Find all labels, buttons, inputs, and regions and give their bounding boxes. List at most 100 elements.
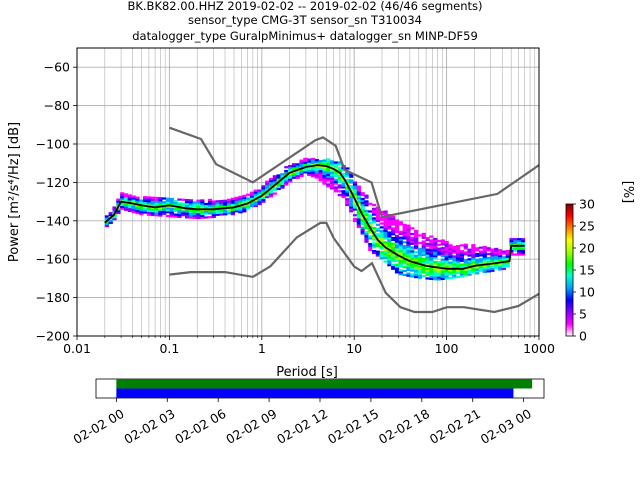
pdf-cell bbox=[482, 251, 487, 254]
pdf-cell bbox=[471, 259, 476, 262]
pdf-cell bbox=[200, 205, 205, 208]
pdf-cell bbox=[452, 257, 457, 260]
pdf-cell bbox=[352, 214, 358, 217]
pdf-cell bbox=[135, 196, 140, 199]
pdf-cell bbox=[425, 260, 430, 263]
pdf-cell bbox=[429, 239, 434, 242]
pdf-cell bbox=[272, 186, 277, 189]
pdf-cell bbox=[284, 183, 289, 186]
pdf-cell bbox=[398, 236, 403, 239]
pdf-cell bbox=[482, 259, 487, 262]
pdf-cell bbox=[162, 206, 167, 210]
pdf-cell bbox=[413, 237, 419, 240]
pdf-cell bbox=[226, 200, 232, 203]
pdf-cell bbox=[459, 259, 465, 262]
pdf-cell bbox=[368, 243, 373, 246]
pdf-cell bbox=[394, 271, 400, 274]
pdf-cell bbox=[448, 276, 453, 280]
pdf-cell bbox=[188, 212, 194, 215]
pdf-cell bbox=[181, 204, 186, 207]
pdf-cell bbox=[410, 238, 415, 241]
pdf-cell bbox=[455, 269, 461, 273]
pdf-cell bbox=[318, 161, 323, 165]
pdf-cell bbox=[391, 254, 396, 257]
pdf-cell bbox=[284, 177, 289, 180]
pdf-cell bbox=[108, 213, 113, 217]
pdf-cell bbox=[219, 209, 224, 212]
pdf-cell bbox=[349, 206, 354, 209]
pdf-cell bbox=[360, 197, 365, 201]
pdf-cell bbox=[505, 263, 510, 266]
pdf-cell bbox=[280, 178, 285, 182]
pdf-cell bbox=[394, 229, 400, 232]
pdf-cell bbox=[475, 254, 480, 258]
pdf-cell bbox=[131, 208, 136, 212]
pdf-cell bbox=[349, 198, 354, 201]
pdf-cell bbox=[356, 189, 361, 192]
pdf-cell bbox=[360, 218, 365, 222]
pdf-cell bbox=[120, 194, 125, 197]
pdf-cell bbox=[207, 216, 213, 219]
pdf-cell bbox=[406, 272, 411, 275]
pdf-cell bbox=[333, 178, 339, 181]
pdf-cell bbox=[356, 197, 361, 200]
pdf-cell bbox=[444, 254, 449, 257]
pdf-cell bbox=[253, 199, 258, 202]
pdf-cell bbox=[238, 197, 243, 200]
pdf-cell bbox=[146, 200, 152, 203]
pdf-cell bbox=[223, 203, 228, 206]
pdf-cell bbox=[417, 268, 423, 272]
pdf-cell bbox=[406, 241, 411, 245]
pdf-cell bbox=[475, 260, 480, 263]
pdf-cell bbox=[341, 186, 346, 189]
pdf-cell bbox=[322, 174, 327, 178]
pdf-cell bbox=[402, 266, 407, 269]
pdf-cell bbox=[139, 209, 144, 212]
pdf-cell bbox=[459, 250, 465, 253]
pdf-cell bbox=[276, 178, 281, 181]
pdf-cell bbox=[173, 203, 178, 207]
pdf-cell bbox=[391, 215, 396, 219]
pdf-cell bbox=[356, 185, 361, 188]
pdf-cell bbox=[520, 240, 526, 243]
pdf-cell bbox=[444, 246, 449, 249]
pdf-cell bbox=[299, 165, 304, 168]
pdf-cell bbox=[253, 189, 258, 192]
pdf-cell bbox=[421, 253, 426, 257]
pdf-cell bbox=[387, 235, 392, 238]
pdf-cell bbox=[375, 216, 381, 219]
pdf-cell bbox=[486, 268, 491, 271]
pdf-cell bbox=[394, 257, 400, 261]
pdf-cell bbox=[356, 225, 361, 229]
pdf-cell bbox=[448, 265, 453, 268]
pdf-cell bbox=[341, 180, 346, 183]
pdf-cell bbox=[169, 211, 174, 214]
pdf-cell bbox=[291, 176, 297, 179]
pdf-cell bbox=[387, 258, 392, 261]
pdf-cell bbox=[299, 163, 304, 166]
pdf-cell bbox=[310, 161, 316, 164]
pdf-cell bbox=[375, 240, 381, 244]
pdf-cell bbox=[440, 277, 445, 281]
pdf-cell bbox=[333, 165, 339, 168]
pdf-cell bbox=[196, 216, 201, 220]
pdf-cell bbox=[337, 190, 342, 193]
pdf-cell bbox=[417, 251, 423, 254]
pdf-cell bbox=[142, 201, 148, 205]
pdf-cell bbox=[467, 262, 472, 265]
pdf-cell bbox=[322, 159, 327, 162]
pdf-cell bbox=[299, 174, 304, 178]
pdf-cell bbox=[387, 241, 392, 244]
pdf-cell bbox=[280, 180, 285, 184]
pdf-cell bbox=[417, 276, 423, 279]
pdf-cell bbox=[139, 211, 144, 214]
pdf-cell bbox=[268, 185, 274, 188]
pdf-cell bbox=[330, 169, 335, 173]
pdf-cell bbox=[234, 200, 239, 203]
pdf-cell bbox=[444, 269, 449, 272]
pdf-cell bbox=[146, 213, 152, 216]
pdf-cell bbox=[322, 163, 327, 166]
pdf-cell bbox=[192, 209, 197, 212]
pdf-cell bbox=[352, 219, 358, 223]
pdf-cell bbox=[318, 173, 323, 176]
